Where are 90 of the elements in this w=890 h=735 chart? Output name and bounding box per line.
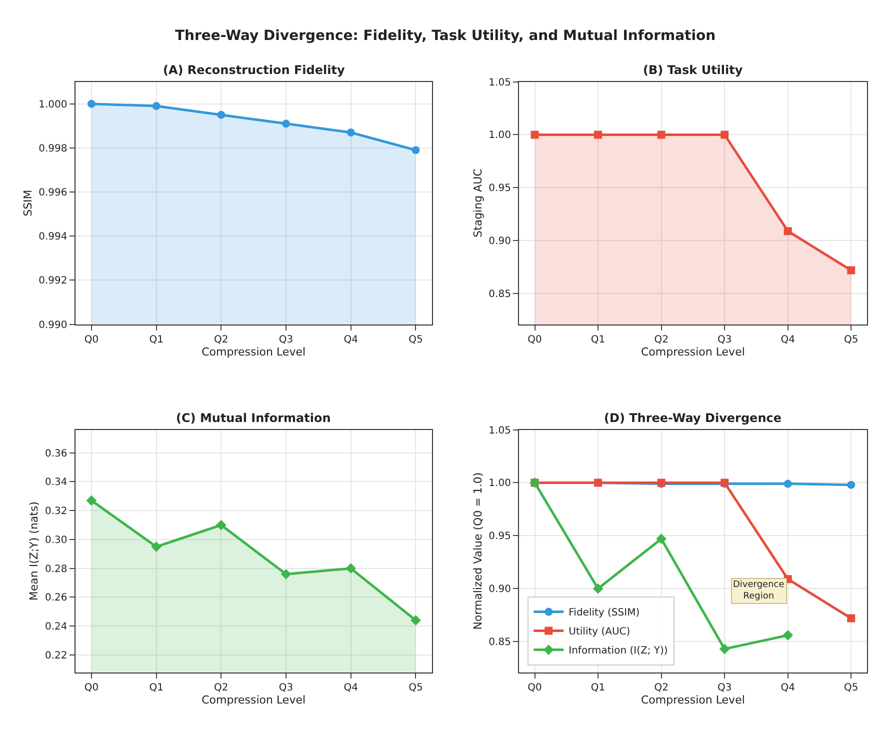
chart-title: (D) Three-Way Divergence	[604, 411, 782, 425]
point	[86, 495, 97, 506]
y-tick-label: 0.36	[44, 448, 68, 460]
y-tick-label: 0.85	[488, 289, 511, 300]
x-tick-label: Q1	[590, 334, 606, 346]
x-tick-label: Q2	[654, 682, 668, 694]
point	[784, 227, 792, 236]
x-tick-label: Q2	[654, 334, 668, 346]
x-tick-label: Q0	[84, 682, 99, 694]
y-tick-label: 0.990	[38, 320, 68, 331]
y-tick-label: 0.22	[44, 650, 68, 662]
point	[594, 130, 602, 139]
y-tick-label: 0.998	[38, 143, 68, 154]
y-tick-label: 0.95	[488, 531, 511, 542]
y-tick-label: 0.28	[44, 564, 68, 575]
point	[847, 266, 856, 274]
x-tick-label: Q3	[278, 682, 294, 694]
x-tick-label: Q0	[84, 334, 99, 346]
x-axis-title: Compression Level	[202, 693, 306, 706]
point	[152, 102, 160, 110]
x-tick-label: Q5	[408, 334, 423, 346]
chart-title: (B) Task Utility	[643, 63, 743, 77]
point	[87, 100, 96, 108]
y-tick-label: 1.05	[488, 425, 511, 436]
x-tick-label: Q2	[214, 682, 228, 694]
y-tick-label: 0.95	[488, 183, 511, 194]
y-tick-label: 0.992	[38, 276, 68, 287]
x-tick-label: Q1	[590, 682, 606, 694]
x-tick-label: Q2	[214, 334, 228, 346]
y-axis-title: Mean I(Z;Y) (nats)	[28, 501, 41, 601]
point	[847, 480, 856, 489]
text: Three-Way Divergence: Fidelity, Task Utility, and Mutual Information	[175, 28, 716, 44]
legend-label: Information (I(Z; Y))	[568, 646, 668, 657]
point	[592, 583, 604, 594]
y-tick-label: 0.996	[38, 188, 68, 199]
point	[282, 120, 290, 128]
x-tick-label: Q4	[344, 682, 358, 694]
y-tick-label: 0.90	[488, 584, 511, 596]
point	[346, 563, 356, 574]
point	[346, 128, 355, 136]
point	[216, 520, 226, 530]
point	[410, 615, 421, 626]
x-tick-label: Q4	[344, 334, 358, 346]
y-tick-label: 1.00	[488, 130, 511, 142]
legend-label: Fidelity (SSIM)	[568, 608, 640, 619]
point	[280, 568, 292, 580]
point	[530, 130, 539, 139]
x-axis-title: Compression Level	[640, 345, 745, 358]
y-tick-label: 1.000	[38, 99, 68, 110]
point	[657, 130, 666, 139]
y-tick-label: 0.24	[44, 622, 68, 633]
point	[720, 130, 729, 139]
y-tick-label: 0.34	[44, 477, 68, 488]
y-tick-label: 0.85	[488, 637, 511, 648]
x-tick-label: Q0	[528, 334, 542, 346]
x-tick-label: Q1	[149, 682, 164, 694]
point	[217, 110, 226, 119]
annotation: Divergence Region	[733, 580, 785, 602]
y-tick-label: 0.994	[38, 232, 68, 243]
y-tick-label: 0.90	[488, 236, 511, 248]
point	[847, 614, 856, 622]
point	[151, 542, 162, 552]
y-tick-label: 0.30	[44, 534, 68, 546]
y-tick-label: 1.05	[488, 77, 511, 88]
y-axis-title: Staging AUC	[471, 168, 484, 238]
x-tick-label: Q3	[278, 334, 294, 346]
legend-label: Utility (AUC)	[568, 626, 630, 638]
x-axis-title: Compression Level	[640, 693, 745, 706]
x-tick-label: Q1	[149, 334, 164, 346]
point	[782, 630, 794, 640]
chart-title: (C) Mutual Information	[176, 411, 331, 425]
x-tick-label: Q5	[844, 334, 858, 346]
x-tick-label: Q5	[408, 682, 423, 694]
x-axis-title: Compression Level	[202, 345, 306, 358]
y-axis-title: Normalized Value (Q0 = 1.0)	[471, 472, 484, 630]
point	[719, 644, 730, 654]
x-tick-label: Q3	[717, 682, 732, 694]
chart-title: (A) Reconstruction Fidelity	[163, 63, 345, 77]
y-tick-label: 0.32	[44, 506, 68, 518]
x-tick-label: Q4	[780, 334, 795, 346]
y-tick-label: 1.00	[488, 478, 511, 490]
y-tick-label: 0.26	[44, 592, 68, 604]
x-tick-label: Q0	[528, 682, 542, 694]
x-tick-label: Q4	[780, 682, 795, 694]
point	[656, 534, 667, 544]
y-axis-title: SSIM	[21, 190, 34, 216]
point	[412, 146, 420, 154]
x-tick-label: Q5	[844, 682, 858, 694]
x-tick-label: Q3	[717, 334, 732, 346]
point	[784, 480, 792, 488]
